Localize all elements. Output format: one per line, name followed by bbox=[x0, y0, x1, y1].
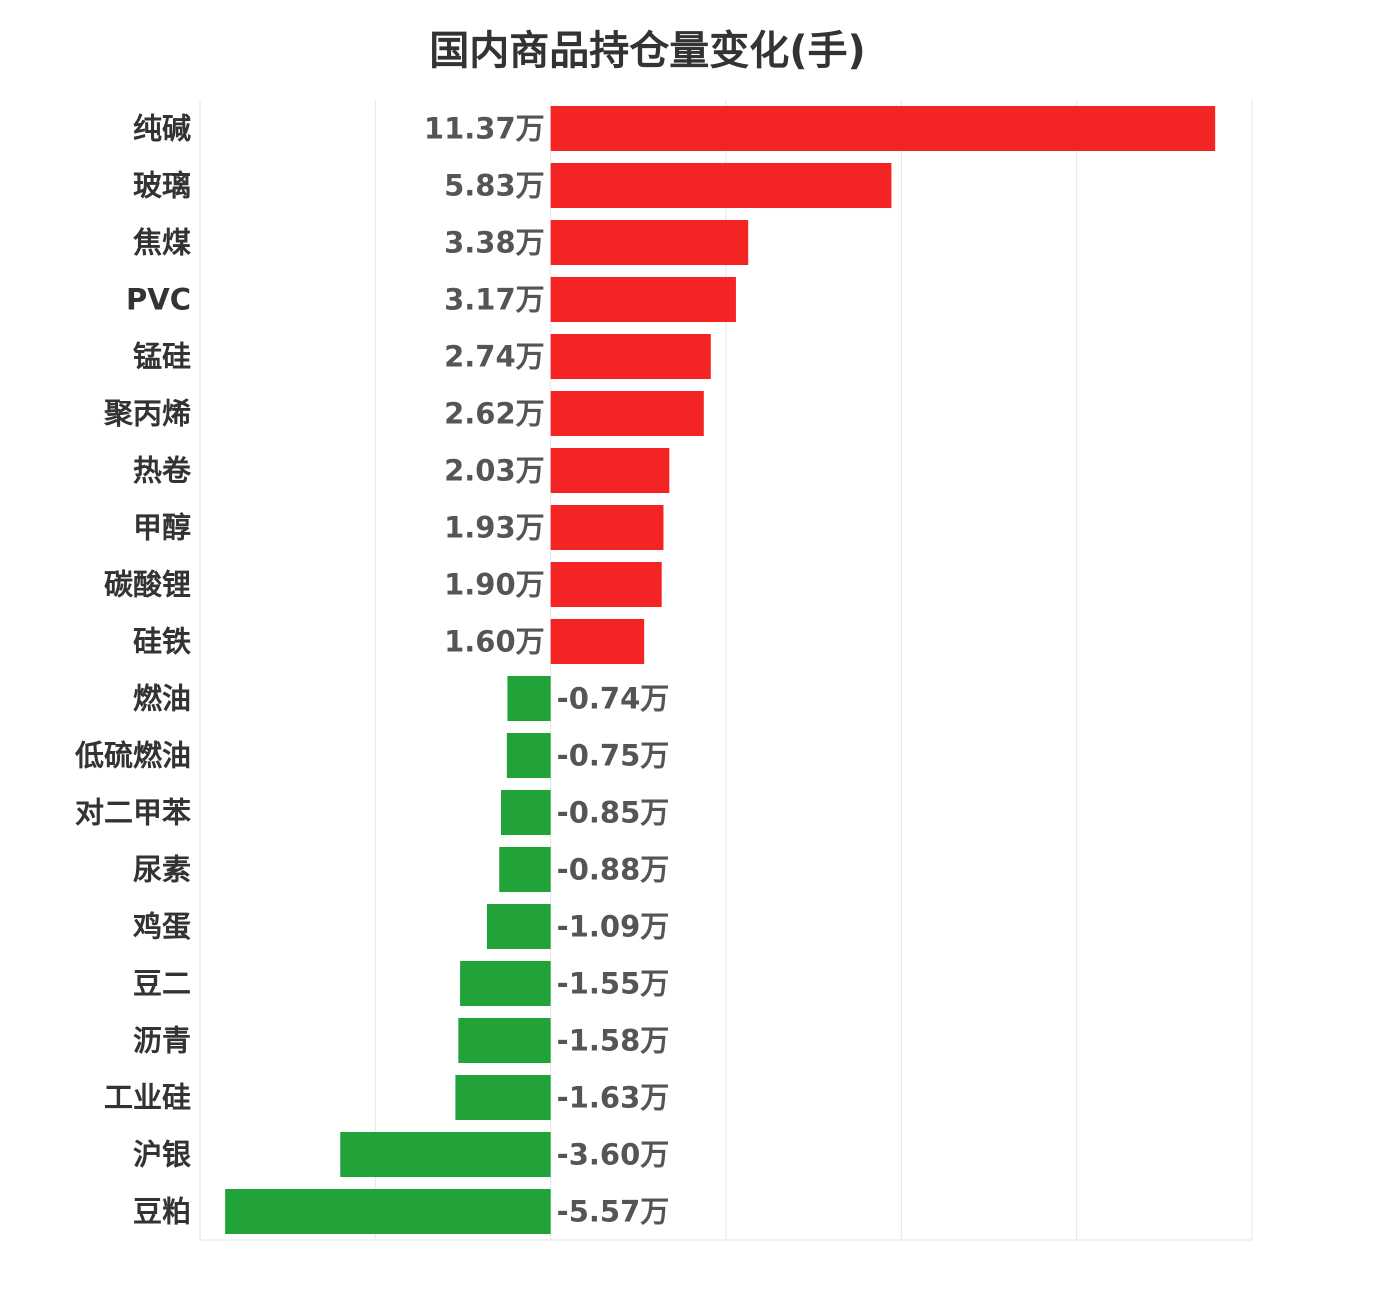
chart-title: 国内商品持仓量变化(手) bbox=[429, 28, 866, 74]
bar-10 bbox=[507, 675, 551, 722]
value-label-5: 2.62万 bbox=[444, 397, 545, 431]
bar-4 bbox=[550, 333, 711, 380]
category-label-16: 沥青 bbox=[133, 1024, 191, 1058]
value-label-10: -0.74万 bbox=[557, 682, 670, 716]
category-label-18: 沪银 bbox=[133, 1138, 191, 1172]
category-label-10: 燃油 bbox=[133, 682, 191, 716]
value-label-19: -5.57万 bbox=[557, 1195, 670, 1229]
value-label-12: -0.85万 bbox=[557, 796, 670, 830]
bar-2 bbox=[550, 219, 749, 266]
bar-0 bbox=[550, 105, 1216, 152]
value-label-17: -1.63万 bbox=[557, 1081, 670, 1115]
bar-3 bbox=[550, 276, 736, 323]
category-label-6: 热卷 bbox=[133, 454, 192, 488]
bar-18 bbox=[340, 1131, 551, 1178]
value-labels: 11.37万 5.83万 3.38万 3.17万 2.74万 2.62万 2.03万 1.93… bbox=[424, 112, 669, 1229]
value-label-13: -0.88万 bbox=[557, 853, 670, 887]
value-label-8: 1.90万 bbox=[444, 568, 545, 602]
grid-lines bbox=[199, 100, 1253, 1241]
category-label-11: 低硫燃油 bbox=[74, 739, 191, 773]
bar-16 bbox=[458, 1017, 551, 1064]
bar-19 bbox=[225, 1188, 551, 1235]
value-label-6: 2.03万 bbox=[444, 454, 545, 488]
value-label-1: 5.83万 bbox=[444, 169, 545, 203]
value-label-7: 1.93万 bbox=[444, 511, 545, 545]
bar-1 bbox=[550, 162, 892, 209]
category-label-1: 玻璃 bbox=[133, 169, 191, 203]
category-label-15: 豆二 bbox=[133, 967, 191, 1001]
category-label-4: 锰硅 bbox=[133, 340, 191, 374]
category-label-0: 纯碱 bbox=[133, 112, 191, 146]
value-label-3: 3.17万 bbox=[444, 283, 545, 317]
category-label-7: 甲醇 bbox=[133, 511, 191, 545]
category-label-5: 聚丙烯 bbox=[103, 397, 191, 431]
bar-11 bbox=[506, 732, 551, 779]
bar-9 bbox=[550, 618, 645, 665]
category-label-13: 尿素 bbox=[133, 853, 191, 887]
category-label-9: 硅铁 bbox=[133, 625, 191, 659]
bar-6 bbox=[550, 447, 670, 494]
value-label-14: -1.09万 bbox=[557, 910, 670, 944]
value-label-9: 1.60万 bbox=[444, 625, 545, 659]
value-label-0: 11.37万 bbox=[424, 112, 545, 146]
value-label-18: -3.60万 bbox=[557, 1138, 670, 1172]
category-label-17: 工业硅 bbox=[104, 1081, 191, 1115]
bar-12 bbox=[500, 789, 551, 836]
value-label-2: 3.38万 bbox=[444, 226, 545, 260]
category-label-3: PVC bbox=[126, 283, 191, 317]
bar-15 bbox=[460, 960, 551, 1007]
bar-5 bbox=[550, 390, 704, 437]
bar-8 bbox=[550, 561, 662, 608]
category-label-2: 焦煤 bbox=[133, 226, 191, 260]
bar-14 bbox=[486, 903, 551, 950]
value-label-16: -1.58万 bbox=[557, 1024, 670, 1058]
bar-17 bbox=[455, 1074, 551, 1121]
category-label-19: 豆粕 bbox=[133, 1195, 191, 1229]
bars bbox=[225, 105, 1216, 1235]
category-label-8: 碳酸锂 bbox=[104, 568, 191, 602]
value-label-11: -0.75万 bbox=[557, 739, 670, 773]
bar-13 bbox=[499, 846, 551, 893]
bar-7 bbox=[550, 504, 664, 551]
category-label-12: 对二甲苯 bbox=[75, 796, 191, 830]
value-label-15: -1.55万 bbox=[557, 967, 670, 1001]
value-label-4: 2.74万 bbox=[444, 340, 545, 374]
category-label-14: 鸡蛋 bbox=[133, 910, 191, 944]
